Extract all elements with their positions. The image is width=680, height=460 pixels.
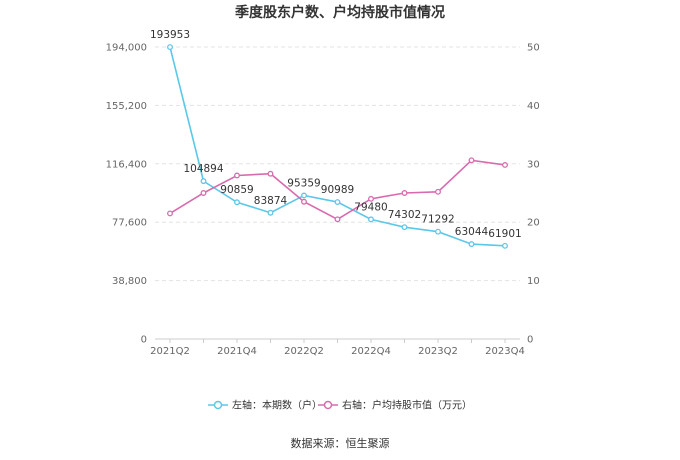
- data-point: [468, 157, 475, 164]
- data-label: 83874: [254, 195, 288, 207]
- data-point: [301, 192, 307, 199]
- legend-label: 左轴：本期数（户）: [232, 399, 322, 412]
- right-axis-tick-label: 40: [527, 101, 540, 112]
- x-axis-tick-label: 2023Q2: [418, 346, 458, 357]
- axes: 0 38,800 77,600 116,400 155,200 194,000 0 10 20 3…: [106, 43, 540, 358]
- data-point: [502, 162, 508, 168]
- chart-title: 季度股东户数、户均持股市值情况: [234, 4, 445, 21]
- legend[interactable]: 左轴：本期数（户） 右轴：户均持股市值（万元）: [208, 399, 472, 412]
- left-axis-tick-label: 38,800: [112, 276, 147, 287]
- legend-item-1[interactable]: 左轴：本期数（户）: [208, 399, 322, 412]
- data-label: 71292: [421, 214, 454, 226]
- data-label: 63044: [455, 226, 489, 238]
- left-axis-tick-label: 116,400: [106, 159, 147, 170]
- data-point: [502, 242, 508, 249]
- x-axis-tick-label: 2022Q4: [351, 346, 391, 357]
- data-label: 79480: [354, 201, 387, 213]
- data-point: [334, 199, 341, 205]
- right-axis-tick-label: 0: [527, 335, 533, 346]
- legend-marker: [323, 400, 333, 410]
- right-axis-tick-label: 10: [527, 276, 540, 287]
- data-point: [234, 172, 240, 179]
- series-points: [167, 44, 508, 249]
- legend-item-2[interactable]: 右轴：户均持股市值（万元）: [318, 399, 472, 412]
- data-label: 74302: [388, 209, 421, 221]
- data-label: 90989: [321, 184, 354, 196]
- data-label: 61901: [488, 228, 521, 240]
- data-point: [267, 209, 274, 216]
- data-point: [435, 228, 441, 235]
- right-axis-tick-label: 30: [527, 159, 540, 170]
- left-axis-tick-label: 194,000: [106, 43, 147, 54]
- data-point: [267, 170, 274, 177]
- legend-marker: [213, 400, 223, 410]
- data-point: [468, 241, 475, 248]
- x-axis-tick-label: 2023Q4: [485, 346, 525, 357]
- data-point: [435, 188, 441, 195]
- data-point: [368, 216, 374, 223]
- series-line-1: [169, 46, 506, 247]
- data-point: [167, 44, 173, 51]
- data-point: [368, 195, 374, 202]
- x-axis-tick-label: 2021Q2: [150, 346, 190, 357]
- right-axis-tick-label: 20: [527, 218, 540, 229]
- data-point: [234, 199, 240, 206]
- data-label: 95359: [287, 177, 320, 189]
- left-axis-tick-label: 0: [141, 335, 147, 346]
- left-axis-tick-label: 155,200: [106, 101, 147, 112]
- data-point: [200, 178, 207, 185]
- data-label: 104894: [183, 163, 223, 175]
- data-label: 193953: [150, 29, 190, 41]
- x-axis-tick-label: 2021Q4: [217, 346, 257, 357]
- data-label: 90859: [220, 184, 253, 196]
- source-note: 数据来源：恒生聚源: [291, 436, 390, 450]
- legend-label: 右轴：户均持股市值（万元）: [342, 399, 472, 412]
- series-lines: [169, 46, 506, 247]
- right-axis-tick-label: 50: [527, 43, 540, 54]
- left-axis-tick-label: 77,600: [112, 218, 147, 229]
- data-point: [334, 216, 341, 223]
- data-point: [401, 224, 408, 231]
- data-point: [200, 190, 207, 196]
- data-point: [401, 190, 408, 196]
- data-point: [167, 210, 173, 217]
- data-point: [301, 198, 307, 205]
- x-axis-tick-label: 2022Q2: [284, 346, 324, 357]
